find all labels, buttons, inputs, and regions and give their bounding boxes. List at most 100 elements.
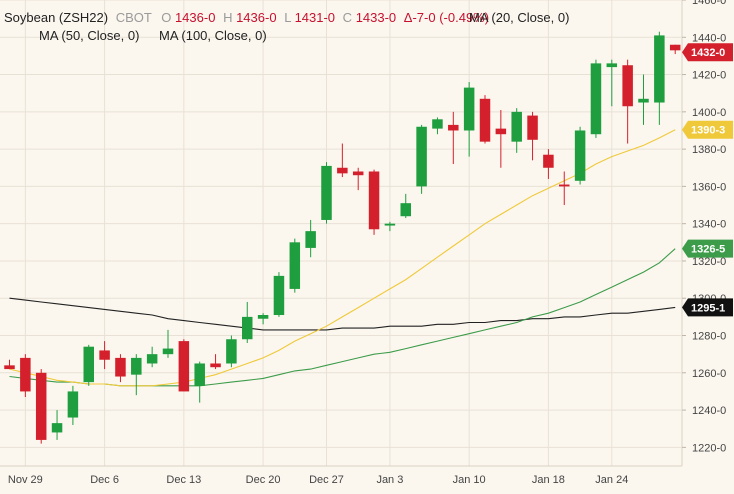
price-tag: 1432-0 [682, 43, 733, 62]
candle[interactable] [574, 126, 586, 185]
candle-body [83, 346, 94, 383]
price-tag-label: 1390-3 [691, 125, 725, 137]
candle-body [131, 357, 142, 375]
candle-body [511, 111, 522, 142]
candle[interactable] [559, 171, 570, 206]
candle-body [35, 372, 47, 440]
price-tag-box [682, 43, 733, 62]
price-tick-label: 1260-0 [692, 368, 726, 380]
candle[interactable] [321, 162, 332, 224]
candle[interactable] [210, 354, 221, 370]
price-tag-label: 1326-5 [691, 244, 725, 256]
candle-body [242, 316, 253, 340]
candle[interactable] [669, 44, 681, 55]
date-tick-label: Jan 10 [453, 474, 486, 486]
price-tick-label: 1320-0 [692, 256, 726, 268]
candle[interactable] [463, 82, 475, 157]
date-tick-label: Nov 29 [8, 474, 43, 486]
candle-body [162, 348, 174, 355]
candle-body [67, 391, 79, 418]
candle[interactable] [337, 143, 348, 178]
symbol-name: Soybean (ZSH22) [4, 10, 108, 25]
candle[interactable] [242, 301, 253, 343]
candle-body [638, 98, 649, 103]
date-axis: Nov 29 Dec 6 Dec 13 Dec 20 Dec 27 Jan 3 Jan 10… [8, 474, 628, 486]
candle[interactable] [146, 346, 158, 368]
candle-body [20, 357, 31, 392]
candle-body [448, 124, 459, 131]
candle[interactable] [194, 361, 205, 403]
candle[interactable] [384, 221, 396, 232]
change-value: Δ-7-0 (-0.49%) [404, 10, 489, 25]
candle-body [590, 63, 602, 135]
ma100-legend: MA (100, Close, 0) [159, 28, 267, 43]
candle-body [669, 44, 681, 51]
candle[interactable] [416, 124, 427, 194]
candle[interactable] [4, 359, 15, 370]
candle-body [543, 154, 554, 168]
candle[interactable] [368, 169, 380, 235]
candle[interactable] [20, 354, 31, 398]
candle[interactable] [115, 354, 126, 383]
price-tick-label: 1360-0 [692, 181, 726, 193]
candle[interactable] [527, 111, 538, 161]
candle[interactable] [99, 341, 110, 370]
candle-body [622, 65, 633, 107]
candle[interactable] [495, 109, 507, 168]
candle[interactable] [479, 95, 491, 144]
candle[interactable] [543, 149, 554, 179]
price-tag-box [682, 120, 733, 139]
candle[interactable] [432, 117, 443, 135]
candle[interactable] [226, 335, 237, 368]
price-tick-label: 1460-0 [692, 0, 726, 7]
candle[interactable] [257, 313, 269, 325]
close-label: C [343, 10, 352, 25]
candle[interactable] [131, 354, 142, 396]
candle[interactable] [35, 369, 47, 444]
candle[interactable] [162, 329, 174, 358]
candle-body [289, 242, 301, 289]
candle-body [226, 339, 237, 364]
candle[interactable] [606, 59, 618, 107]
candle[interactable] [511, 108, 522, 153]
candle-body [400, 203, 411, 217]
candle-body [178, 341, 190, 392]
candle[interactable] [83, 344, 95, 386]
candle[interactable] [289, 238, 301, 293]
candle[interactable] [178, 339, 190, 392]
candle-body [463, 87, 475, 131]
price-tick-label: 1280-0 [692, 331, 726, 343]
candle-body [654, 35, 665, 103]
candle[interactable] [67, 385, 79, 425]
close-value: 1433-0 [356, 10, 396, 25]
candle-body [115, 357, 126, 377]
candle-body [352, 171, 364, 176]
candle[interactable] [51, 410, 63, 440]
candle[interactable] [638, 74, 649, 125]
candle[interactable] [305, 219, 316, 258]
ma20-legend: MA (20, Close, 0) [469, 10, 569, 25]
open-value: 1436-0 [175, 10, 215, 25]
candle-body [273, 275, 285, 316]
price-tick-label: 1380-0 [692, 144, 726, 156]
candle-body [559, 184, 570, 187]
candle[interactable] [654, 31, 665, 125]
candle-body [210, 363, 221, 368]
price-tick-label: 1240-0 [692, 405, 726, 417]
date-tick-label: Dec 6 [90, 474, 119, 486]
candle[interactable] [590, 59, 602, 138]
candle-body [51, 423, 63, 433]
candles[interactable] [4, 31, 681, 444]
candle[interactable] [273, 272, 285, 317]
candle-body [368, 171, 380, 230]
candle[interactable] [352, 167, 364, 191]
date-tick-label: Jan 24 [595, 474, 628, 486]
low-value: 1431-0 [295, 10, 335, 25]
candle[interactable] [448, 111, 459, 165]
candle[interactable] [622, 59, 633, 144]
low-label: L [284, 10, 291, 25]
date-tick-label: Jan 3 [376, 474, 403, 486]
candle[interactable] [400, 193, 412, 219]
